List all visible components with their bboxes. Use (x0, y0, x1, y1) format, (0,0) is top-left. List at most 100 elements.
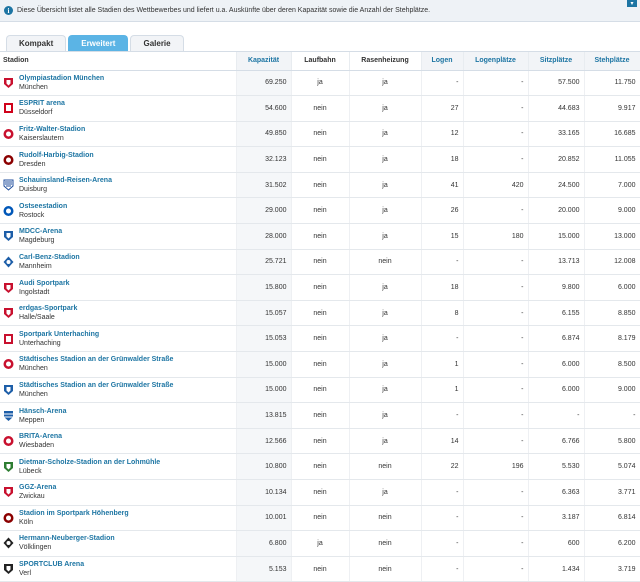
cell-sitzplaetze: 33.165 (528, 121, 585, 148)
cell-logenplaetze: - (463, 249, 529, 276)
cell-stehplaetze: 11.055 (584, 146, 640, 173)
stadium-name-link[interactable]: Ostseestadion (19, 202, 68, 210)
club-crest-icon[interactable] (3, 461, 14, 473)
cell-kapazitaet: 10.001 (236, 505, 292, 532)
cell-sitzplaetze: 6.000 (528, 377, 585, 404)
club-crest-icon[interactable] (3, 205, 14, 217)
stadium-name-link[interactable]: Hänsch-Arena (19, 407, 67, 415)
tab-erweitert[interactable]: Erweitert (68, 35, 129, 51)
stadium-name-link[interactable]: erdgas-Sportpark (19, 305, 78, 313)
club-crest-icon[interactable] (3, 102, 14, 114)
cell-sitzplaetze: 3.187 (528, 505, 585, 532)
header-stehplaetze[interactable]: Stehplätze (584, 52, 640, 71)
cell-stadion: Ostseestadion Rostock (0, 197, 237, 225)
info-bar: i Diese Übersicht listet alle Stadien de… (0, 0, 640, 22)
cell-logen: 27 (421, 95, 464, 122)
cell-rasenheizung: nein (349, 530, 422, 557)
stadium-name-link[interactable]: Sportpark Unterhaching (19, 330, 100, 338)
cell-laufbahn: nein (291, 505, 350, 532)
table-row: ESPRIT arena Düsseldorf 54.600 nein ja 27-44.… (0, 95, 640, 122)
cell-logenplaetze: - (463, 70, 529, 97)
cell-logen: - (421, 402, 464, 429)
stadium-city: Wiesbaden (19, 442, 55, 450)
cell-sitzplaetze: 44.683 (528, 95, 585, 122)
club-crest-icon[interactable] (3, 179, 14, 191)
club-crest-icon[interactable] (3, 307, 14, 319)
cell-kapazitaet: 10.134 (236, 479, 292, 506)
club-crest-icon[interactable] (3, 512, 14, 524)
stadium-city: Halle/Saale (19, 314, 55, 322)
club-crest-icon[interactable] (3, 282, 14, 294)
stadium-city: Düsseldorf (19, 109, 53, 117)
stadium-name-link[interactable]: Audi Sportpark (19, 279, 70, 287)
tab-galerie[interactable]: Galerie (130, 35, 184, 51)
stadium-name-link[interactable]: BRITA-Arena (19, 433, 63, 441)
club-crest-icon[interactable] (3, 537, 14, 549)
cell-sitzplaetze: - (528, 402, 585, 429)
cell-logen: 26 (421, 197, 464, 225)
cell-kapazitaet: 25.721 (236, 249, 292, 276)
cell-rasenheizung: ja (349, 146, 422, 173)
stadium-table: Stadion Kapazität Laufbahn Rasenheizung … (0, 52, 640, 582)
stadium-name-link[interactable]: Schauinsland-Reisen-Arena (19, 177, 112, 185)
stadium-city: Dresden (19, 160, 46, 168)
club-crest-icon[interactable] (3, 77, 14, 89)
stadium-name-link[interactable]: GGZ-Arena (19, 484, 57, 492)
stadium-name-link[interactable]: Carl-Benz-Stadion (19, 253, 80, 261)
club-crest-icon[interactable] (3, 256, 14, 268)
stadium-name-link[interactable]: Hermann-Neuberger-Stadion (19, 535, 115, 543)
stadium-name-link[interactable]: Städtisches Stadion an der Grünwalder St… (19, 381, 174, 389)
header-kapazitaet[interactable]: Kapazität (236, 52, 292, 71)
club-crest-icon[interactable] (3, 486, 14, 498)
stadium-name-link[interactable]: Fritz-Walter-Stadion (19, 125, 86, 133)
tab-kompakt[interactable]: Kompakt (6, 35, 67, 51)
cell-laufbahn: ja (291, 530, 350, 557)
stadium-city: Unterhaching (19, 339, 61, 347)
stadium-name-link[interactable]: Olympiastadion München (19, 74, 105, 82)
club-crest-icon[interactable] (3, 333, 14, 345)
club-crest-icon[interactable] (3, 128, 14, 140)
header-sitzplaetze[interactable]: Sitzplätze (528, 52, 585, 71)
cell-kapazitaet: 31.502 (236, 172, 292, 199)
stadium-name-link[interactable]: MDCC-Arena (19, 228, 63, 236)
stadium-name-link[interactable]: SPORTCLUB Arena (19, 561, 85, 569)
cell-logen: - (421, 249, 464, 276)
cell-stehplaetze: 8.850 (584, 300, 640, 327)
club-crest-icon[interactable] (3, 358, 14, 370)
cell-laufbahn: nein (291, 479, 350, 506)
stadium-city: München (19, 390, 48, 398)
cell-sitzplaetze: 9.800 (528, 274, 585, 301)
stadium-name-link[interactable]: Rudolf-Harbig-Stadion (19, 151, 94, 159)
cell-logenplaetze: - (463, 197, 529, 225)
table-row: erdgas-Sportpark Halle/Saale 15.057 nein ja 8… (0, 300, 640, 327)
club-crest-icon[interactable] (3, 435, 14, 447)
club-crest-icon[interactable] (3, 410, 14, 422)
cell-rasenheizung: ja (349, 95, 422, 122)
table-row: Hermann-Neuberger-Stadion Völklingen 6.800… (0, 530, 640, 557)
cell-stadion: Rudolf-Harbig-Stadion Dresden (0, 146, 237, 173)
stadium-city: Ingolstadt (19, 288, 50, 296)
cell-stehplaetze: 6.814 (584, 505, 640, 532)
club-crest-icon[interactable] (3, 384, 14, 396)
cell-logenplaetze: - (463, 325, 529, 353)
close-icon[interactable]: ▾ (627, 0, 637, 7)
cell-stadion: ESPRIT arena Düsseldorf (0, 95, 237, 122)
stadium-name-link[interactable]: ESPRIT arena (19, 100, 65, 108)
cell-stehplaetze: 16.685 (584, 121, 640, 148)
stadium-name-link[interactable]: Stadion im Sportpark Höhenberg (19, 509, 129, 517)
cell-stehplaetze: 11.750 (584, 70, 640, 97)
header-laufbahn: Laufbahn (291, 52, 350, 71)
cell-logenplaetze: - (463, 300, 529, 327)
club-crest-icon[interactable] (3, 230, 14, 242)
stadium-name-link[interactable]: Dietmar-Scholze-Stadion an der Lohmühle (19, 458, 161, 466)
cell-laufbahn: nein (291, 300, 350, 327)
header-logen[interactable]: Logen (421, 52, 464, 71)
table-row: MDCC-Arena Magdeburg 28.000 nein ja 15 180 15.0… (0, 223, 640, 250)
cell-kapazitaet: 15.800 (236, 274, 292, 301)
header-logenplaetze[interactable]: Logenplätze (463, 52, 529, 71)
club-crest-icon[interactable] (3, 154, 14, 166)
cell-sitzplaetze: 600 (528, 530, 585, 557)
stadium-name-link[interactable]: Städtisches Stadion an der Grünwalder St… (19, 356, 174, 364)
club-crest-icon[interactable] (3, 563, 14, 575)
table-row: Audi Sportpark Ingolstadt 15.800 nein ja 18-9… (0, 274, 640, 301)
